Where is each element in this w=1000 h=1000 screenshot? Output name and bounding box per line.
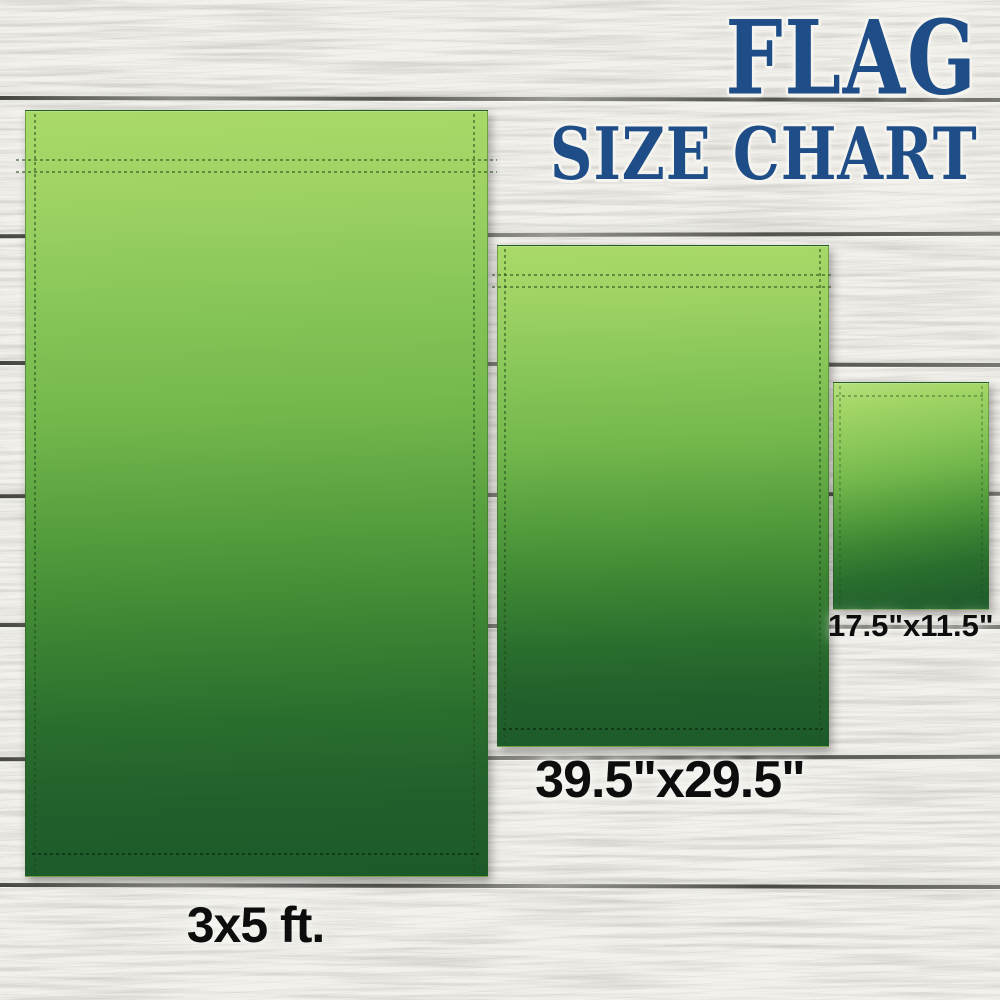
sleeve-stitch-line-top bbox=[16, 159, 497, 161]
title-word-flag: FLAG bbox=[725, 0, 978, 118]
large-flag bbox=[16, 110, 497, 877]
small-flag bbox=[833, 382, 989, 610]
page-title: FLAG SIZE CHART bbox=[456, 0, 978, 197]
medium-flag bbox=[492, 245, 834, 747]
hem-stitch-line bbox=[503, 728, 823, 730]
title-words-size-chart: SIZE CHART bbox=[550, 111, 978, 197]
sleeve-stitch-line-top bbox=[492, 274, 834, 276]
sleeve-stitch-line-bottom bbox=[16, 171, 497, 173]
stitch-line-right bbox=[981, 386, 983, 606]
stitch-line-right bbox=[473, 114, 475, 873]
large-flag-size-label: 3x5 ft. bbox=[186, 897, 326, 953]
medium-flag-size-label: 39.5"x29.5" bbox=[535, 751, 806, 809]
small-flag-size-label: 17.5"x11.5" bbox=[828, 608, 994, 643]
sleeve-stitch-line bbox=[836, 395, 986, 397]
stitch-line-left bbox=[504, 249, 506, 743]
stitch-line-left bbox=[839, 386, 841, 606]
plank-divider bbox=[0, 882, 1000, 890]
stitch-line-left bbox=[34, 114, 36, 873]
stitch-line-right bbox=[819, 249, 821, 743]
sleeve-stitch-line-bottom bbox=[492, 286, 834, 288]
hem-stitch-line bbox=[32, 853, 481, 855]
